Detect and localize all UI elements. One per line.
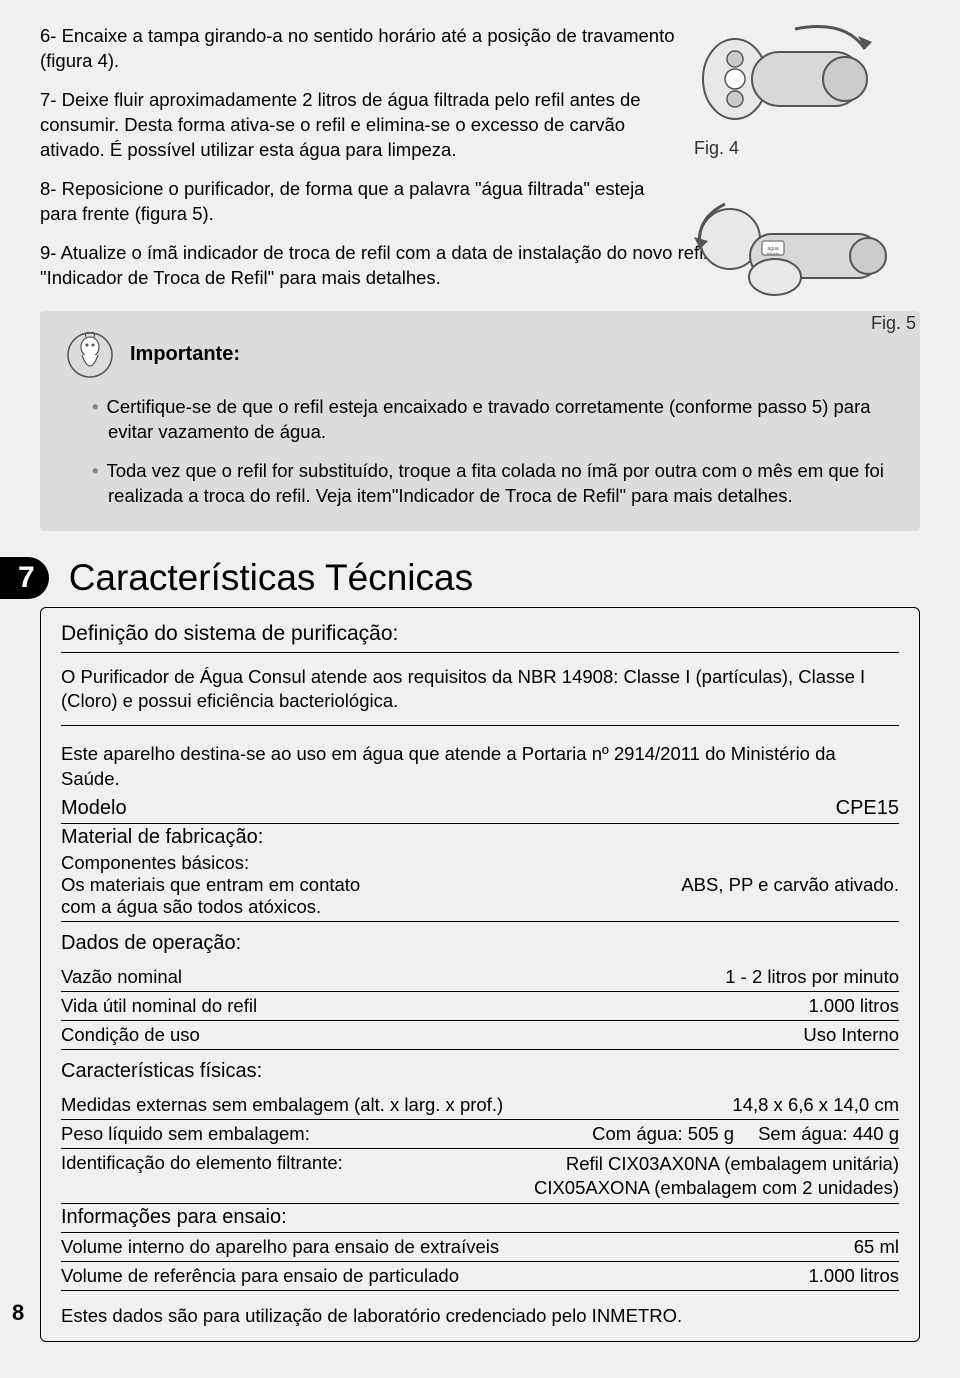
med-value: 14,8 x 6,6 x 14,0 cm [732,1094,899,1116]
modelo-value: CPE15 [836,797,899,820]
vida-value: 1.000 litros [809,995,900,1017]
vol1-value: 65 ml [854,1236,899,1258]
row-componentes: Componentes básicos: Os materiais que en… [61,852,899,922]
important-bullet-1: •Certifique-se de que o refil esteja enc… [66,395,894,445]
row-cond: Condição de uso Uso Interno [61,1021,899,1050]
page-number: 8 [12,1300,24,1326]
modelo-label: Modelo [61,797,127,820]
footer-note: Estes dados são para utilização de labor… [61,1305,899,1327]
dados-title: Dados de operação: [61,922,899,963]
section-header: 7 Características Técnicas [0,557,920,599]
fig4-label: Fig. 4 [694,138,920,159]
section-title: Características Técnicas [69,557,473,599]
vol2-value: 1.000 litros [809,1265,900,1287]
important-title: Importante: [130,343,240,366]
important-b2-text: Toda vez que o refil for substituído, tr… [106,460,883,506]
important-b1-text: Certifique-se de que o refil esteja enca… [106,396,870,442]
cond-label: Condição de uso [61,1024,200,1046]
peso-label: Peso líquido sem embalagem: [61,1123,310,1145]
figure-4: Fig. 4 [690,24,920,159]
row-ident: Identificação do elemento filtrante: Ref… [61,1149,899,1204]
row-vol1: Volume interno do aparelho para ensaio d… [61,1233,899,1262]
mat-value: ABS, PP e carvão ativado. [681,874,899,896]
vazao-label: Vazão nominal [61,966,182,988]
ident-label: Identificação do elemento filtrante: [61,1152,343,1174]
tech-specs-box: Definição do sistema de purificação: O P… [40,607,920,1343]
mat-l2: com a água são todos atóxicos. [61,896,899,918]
purifier-fig4-icon [690,24,880,134]
fig5-label: Fig. 5 [690,313,916,334]
step-8: 8- Reposicione o purificador, de forma q… [40,177,680,227]
instructions-block: 6- Encaixe a tampa girando-a no sentido … [40,24,920,291]
row-vida: Vida útil nominal do refil 1.000 litros [61,992,899,1021]
peso-v2: Sem água: 440 g [758,1123,899,1145]
row-modelo: Modelo CPE15 [61,795,899,824]
ident-v2: CIX05AXONA (embalagem com 2 unidades) [534,1176,899,1200]
purifier-fig5-icon: água filtrada [690,199,900,309]
row-medidas: Medidas externas sem embalagem (alt. x l… [61,1091,899,1120]
mascot-icon [66,329,114,381]
row-matfab: Material de fabricação: [61,824,899,852]
vol2-label: Volume de referência para ensaio de part… [61,1265,459,1287]
row-vol2: Volume de referência para ensaio de part… [61,1262,899,1291]
important-bullet-2: •Toda vez que o refil for substituído, t… [66,459,894,509]
row-vazao: Vazão nominal 1 - 2 litros por minuto [61,963,899,992]
mat-l1: Os materiais que entram em contato [61,874,360,896]
vol1-label: Volume interno do aparelho para ensaio d… [61,1236,499,1258]
svg-text:filtrada: filtrada [767,251,780,256]
ident-v1: Refil CIX03AX0NA (embalagem unitária) [534,1152,899,1176]
med-label: Medidas externas sem embalagem (alt. x l… [61,1094,503,1116]
def-p1: O Purificador de Água Consul atende aos … [61,665,899,727]
def-p2: Este aparelho destina-se ao uso em água … [61,742,899,791]
cond-value: Uso Interno [803,1024,899,1046]
row-peso: Peso líquido sem embalagem: Com água: 50… [61,1120,899,1149]
def-title: Definição do sistema de purificação: [61,622,899,653]
step-6: 6- Encaixe a tampa girando-a no sentido … [40,24,680,74]
fis-title: Características físicas: [61,1050,899,1091]
section-number: 7 [0,557,49,599]
important-box: Importante: •Certifique-se de que o refi… [40,311,920,531]
figure-5: água filtrada Fig. 5 [690,199,920,334]
info-title: Informações para ensaio: [61,1204,899,1232]
peso-v1: Com água: 505 g [592,1123,734,1145]
comp-label: Componentes básicos: [61,852,899,874]
step-7: 7- Deixe fluir aproximadamente 2 litros … [40,88,680,163]
vazao-value: 1 - 2 litros por minuto [725,966,899,988]
vida-label: Vida útil nominal do refil [61,995,257,1017]
